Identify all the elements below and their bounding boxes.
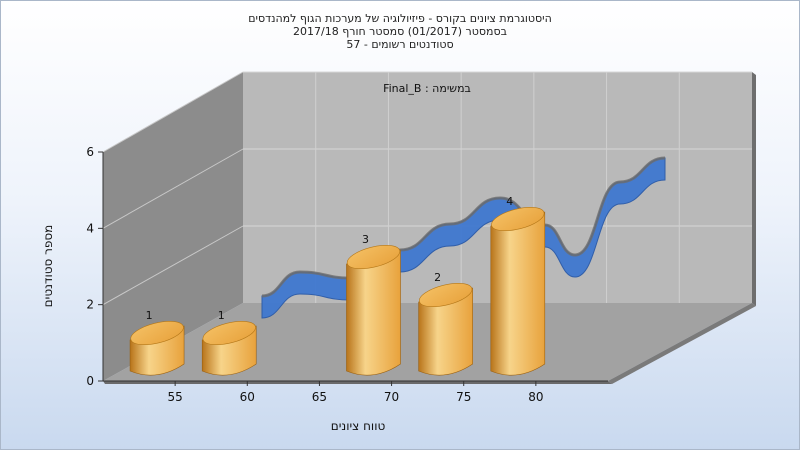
bar-80	[490, 207, 546, 376]
chart-title-line-3: סטודנטים רשומים - 57	[346, 38, 454, 51]
bar-top	[202, 321, 256, 345]
y-tick-label: 0	[86, 374, 94, 388]
grid-line-side	[102, 225, 244, 306]
x-tick-label: 70	[384, 390, 399, 404]
y-tick-label: 2	[86, 298, 94, 312]
y-tick-label: 4	[86, 221, 94, 235]
bar-body	[346, 249, 401, 376]
x-axis-title: טווח ציונים	[331, 419, 386, 433]
bar-top	[130, 321, 184, 345]
bar-value-label: 3	[362, 233, 369, 246]
bar-body	[418, 287, 473, 376]
chart-title-line-1: היסטוגרמת ציונים בקורס - פיזיולוגיה של מ…	[248, 12, 552, 25]
bar-value-label: 1	[218, 309, 225, 322]
bar-value-label: 2	[434, 271, 441, 284]
grid-line-side	[102, 71, 244, 153]
side-wall	[103, 72, 243, 381]
x-tick-label: 75	[456, 390, 471, 404]
bar-75	[418, 283, 473, 376]
x-tick-label: 60	[240, 390, 255, 404]
bar-top	[419, 283, 473, 307]
bar-value-label: 4	[506, 195, 513, 208]
y-tick-label: 6	[86, 145, 94, 159]
x-tick-label: 80	[528, 390, 543, 404]
back-wall-shadow	[752, 72, 756, 306]
x-tick-label: 65	[312, 390, 327, 404]
floor-edge-right	[608, 303, 756, 384]
bar-top	[491, 207, 545, 231]
bar-value-label: 1	[146, 309, 153, 322]
bar-60	[201, 321, 257, 376]
series-ribbon-edge	[261, 156, 666, 298]
bar-body	[490, 211, 546, 376]
chart-annotation: במשימה : Final_B	[383, 82, 471, 95]
grid-line-side	[102, 148, 244, 229]
y-axis-title: מספר סטודנטים	[41, 225, 55, 308]
bar-top	[346, 245, 401, 269]
floor-edge	[103, 381, 612, 384]
x-tick-label: 55	[168, 390, 183, 404]
bar-70	[346, 245, 401, 376]
bar-55	[129, 321, 185, 376]
back-wall	[243, 72, 752, 303]
chart-title-line-2: בסמסטר (01/2017) סמסטר חורף 2017/18	[293, 25, 507, 38]
